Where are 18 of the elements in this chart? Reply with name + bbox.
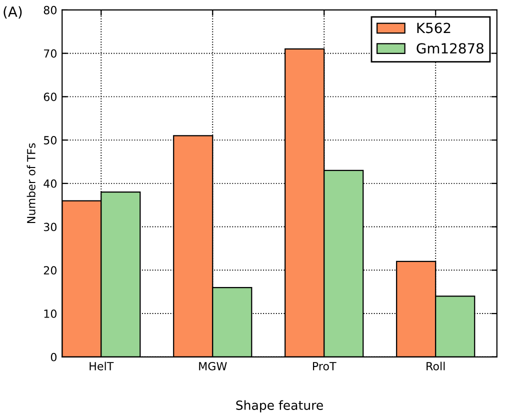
y-tick-label: 50	[44, 136, 57, 144]
y-tick-label: 30	[44, 222, 57, 232]
text: (A)	[4, 6, 22, 19]
y-tick-label: 80	[44, 6, 57, 14]
y-tick-label: 20	[44, 266, 57, 275]
y-tick-label: 60	[44, 92, 57, 102]
y-axis-title: Number of TFs	[26, 143, 36, 224]
x-tick-label: MGW	[199, 362, 227, 370]
legend-label: Gm12878	[416, 43, 484, 54]
x-tick-label: HelT	[90, 362, 114, 370]
legend-label: K562	[417, 22, 450, 34]
x-tick-label: Roll	[426, 362, 445, 370]
y-tick-label: 0	[50, 352, 57, 362]
y-tick-label: 10	[44, 310, 57, 318]
y-tick-label: 70	[44, 49, 57, 58]
x-tick-label: ProT	[313, 362, 336, 370]
y-tick-label: 40	[44, 179, 57, 188]
x-axis-title: Shape feature	[236, 400, 323, 412]
